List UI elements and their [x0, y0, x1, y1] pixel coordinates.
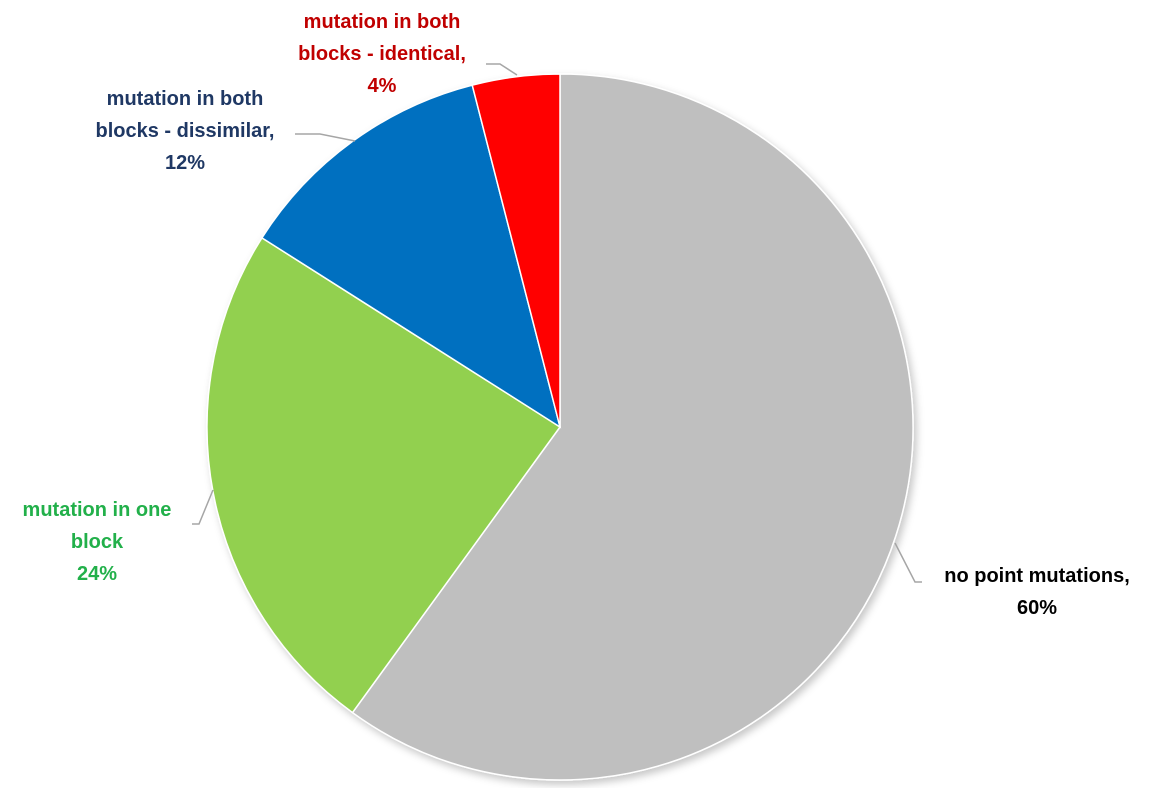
slice-label-line: blocks - identical, — [298, 43, 466, 65]
pie-slice-3 — [260, 84, 562, 429]
pie-slice-1 — [351, 73, 914, 781]
slice-label-line: 12% — [165, 152, 205, 174]
pie-slice-2 — [206, 236, 562, 714]
leader-line-1 — [894, 542, 922, 583]
pie-slices — [206, 73, 914, 781]
slice-label-line: 24% — [77, 563, 117, 585]
slice-label-line: no point mutations, — [944, 565, 1130, 587]
slice-label-line: 4% — [368, 75, 397, 97]
leader-line-3 — [295, 133, 356, 142]
slice-label-1: no point mutations, 60% — [944, 565, 1130, 619]
slice-label-4: mutation in both blocks - identical, 4% — [298, 11, 466, 97]
slice-label-line: mutation in both — [107, 88, 264, 110]
slice-label-2: mutation in one block 24% — [23, 499, 172, 585]
leader-line-2 — [192, 489, 214, 525]
slice-label-line: 60% — [1017, 597, 1057, 619]
pie-slice-4 — [471, 73, 561, 428]
slice-label-line: mutation in both — [304, 11, 461, 33]
slice-labels: no point mutations, 60% mutation in one blo… — [23, 11, 1130, 619]
slice-label-line: blocks - dissimilar, — [96, 120, 275, 142]
slice-label-3: mutation in both blocks - dissimilar, 12% — [96, 88, 275, 174]
slice-label-line: mutation in one — [23, 499, 172, 521]
slice-label-line: block — [71, 531, 124, 553]
leader-line-4 — [486, 63, 518, 76]
leader-lines — [192, 63, 922, 583]
